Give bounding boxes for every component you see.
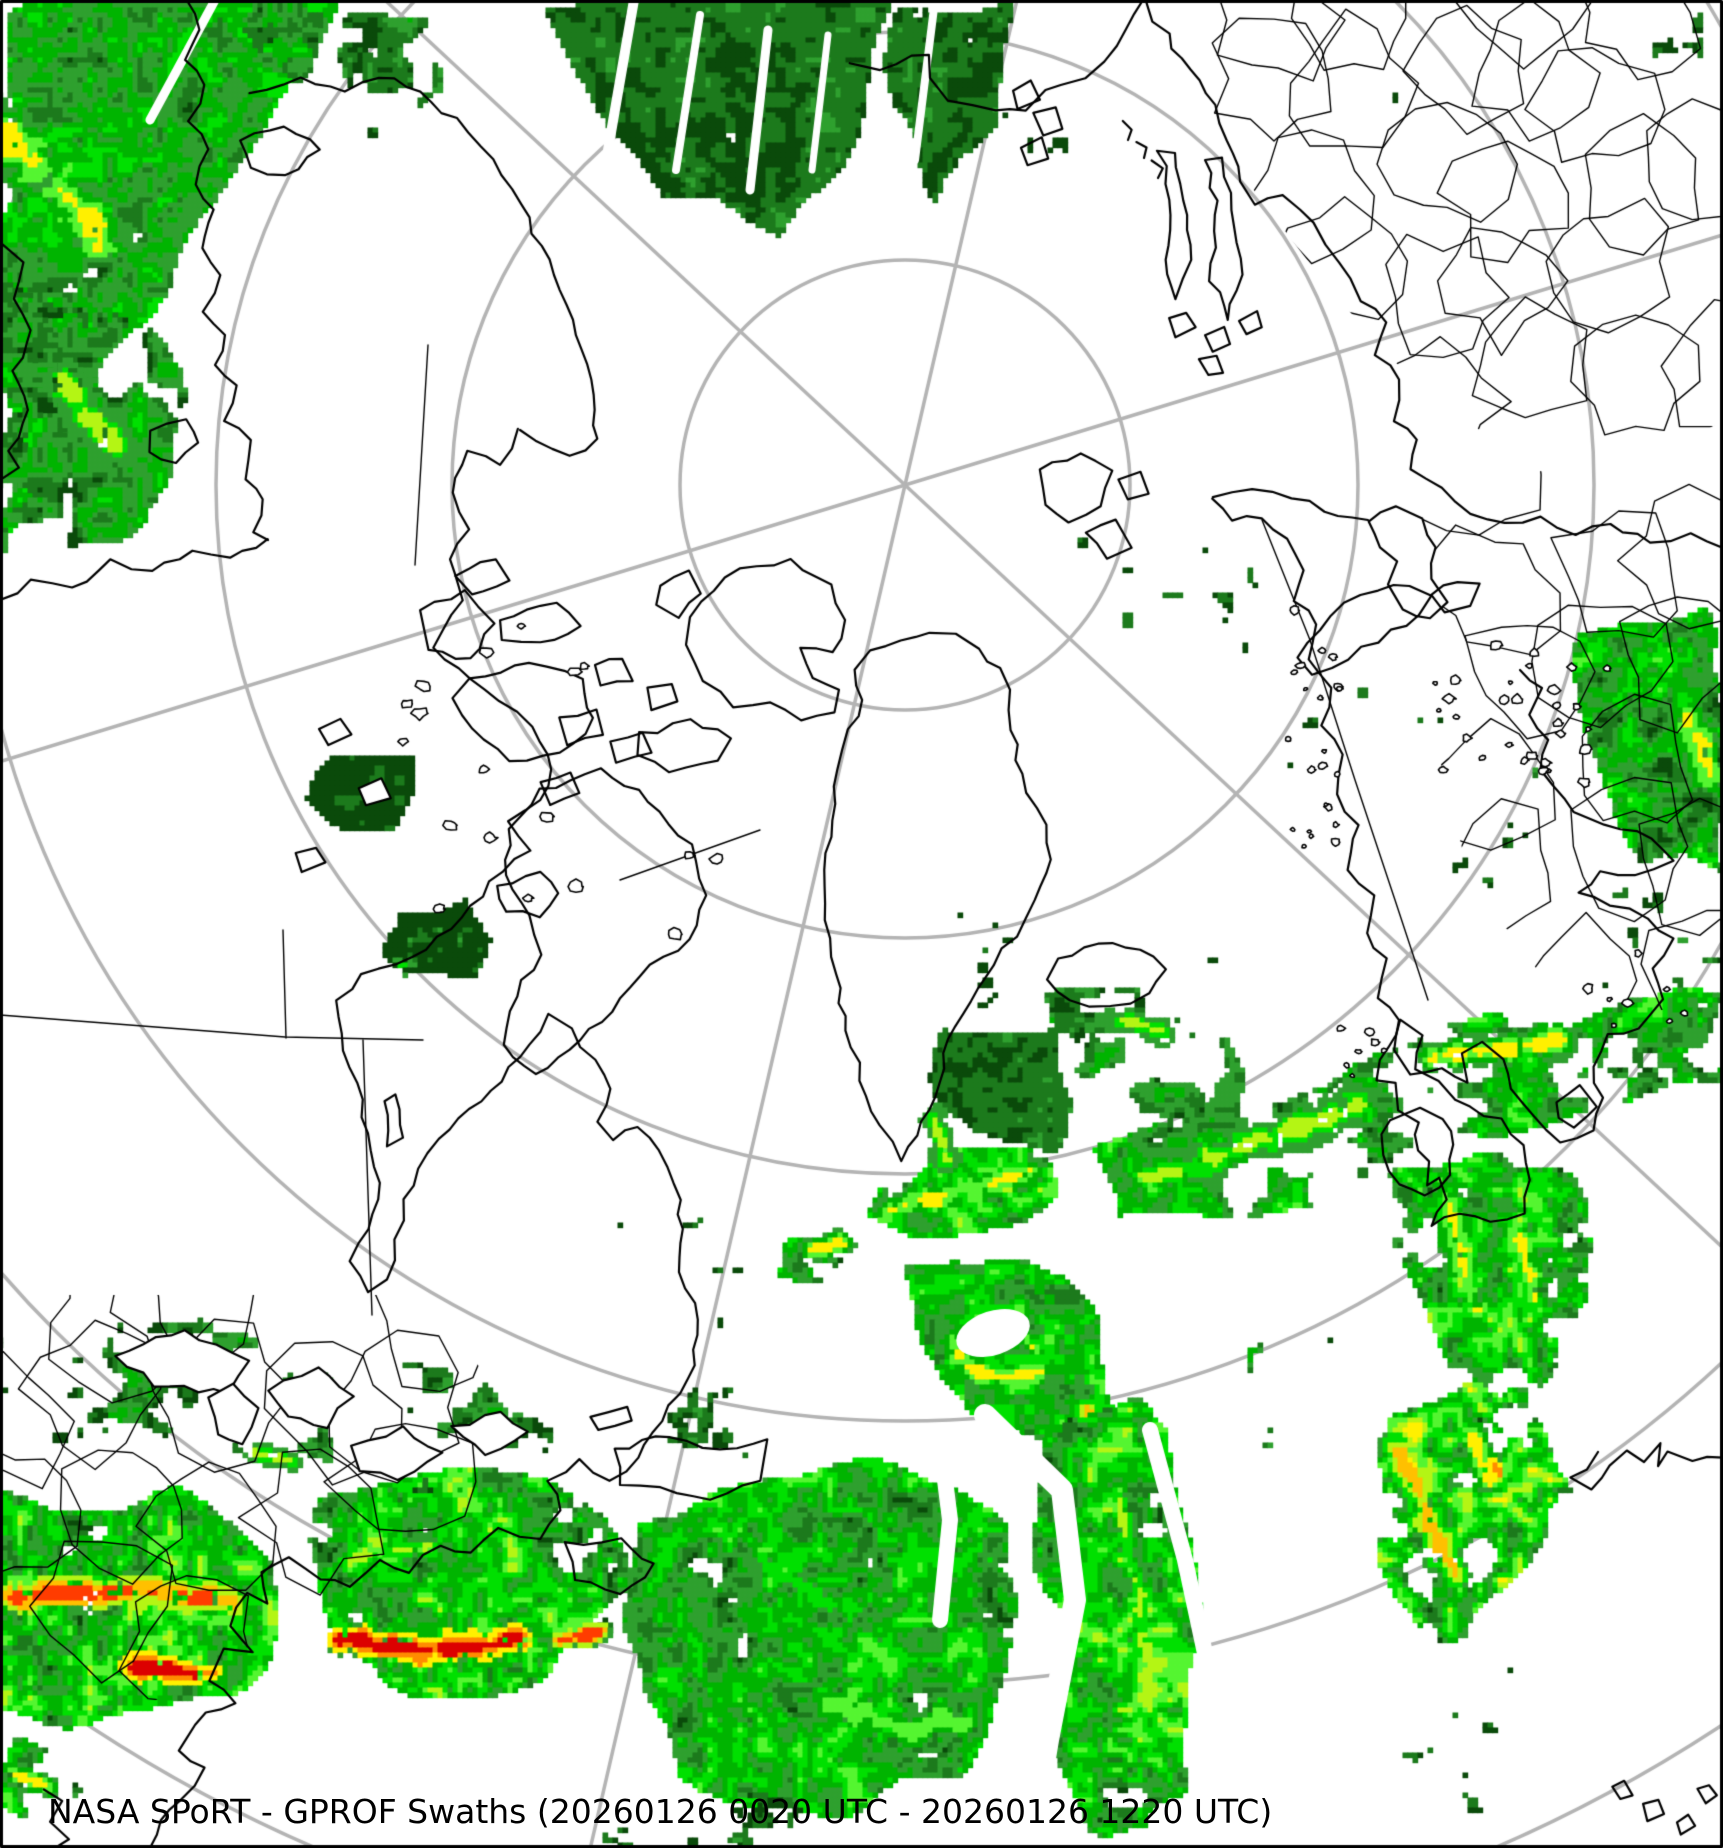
map-caption: NASA SPoRT - GPROF Swaths (20260126 0020… — [48, 1792, 1273, 1831]
